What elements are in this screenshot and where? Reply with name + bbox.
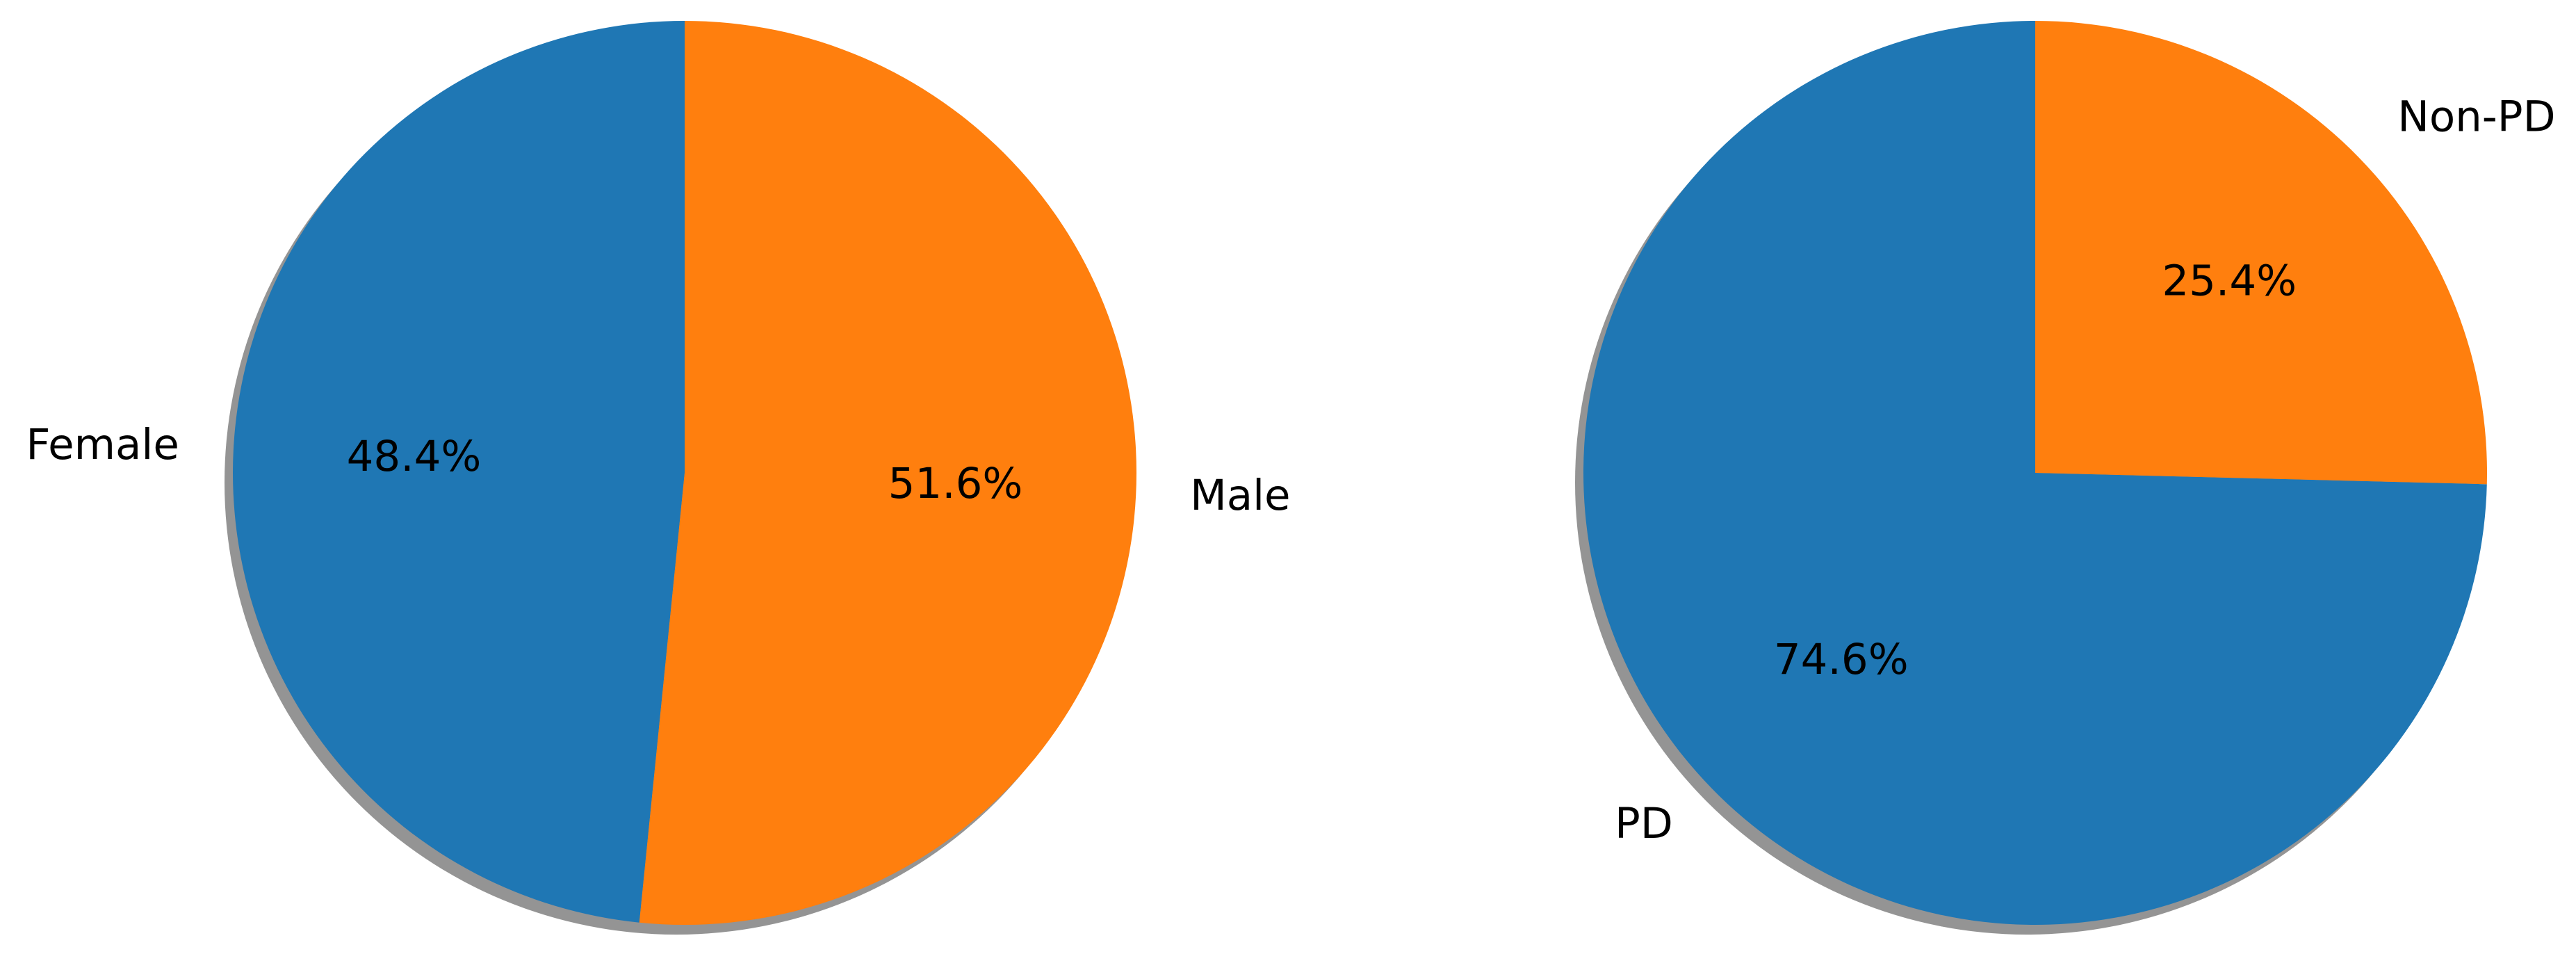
diagnosis-pie-chart: PD 74.6% Non-PD 25.4% bbox=[1575, 21, 2556, 935]
pie-slice-pd bbox=[1583, 21, 2487, 925]
slice-label: Male bbox=[1190, 471, 1291, 520]
pie-slice-non-pd bbox=[2035, 21, 2487, 485]
pie-slice-male bbox=[639, 21, 1137, 925]
gender-pie-chart: Female 48.4% Male 51.6% bbox=[26, 21, 1291, 935]
slice-label: PD bbox=[1615, 799, 1673, 848]
slice-percent-label: 25.4% bbox=[2162, 256, 2297, 305]
slice-percent-label: 51.6% bbox=[888, 459, 1023, 508]
slice-label: Non-PD bbox=[2397, 92, 2555, 141]
slice-label: Female bbox=[26, 420, 179, 469]
slice-percent-label: 74.6% bbox=[1774, 635, 1909, 684]
slice-percent-label: 48.4% bbox=[347, 432, 482, 481]
pie-slice-female bbox=[233, 21, 685, 923]
